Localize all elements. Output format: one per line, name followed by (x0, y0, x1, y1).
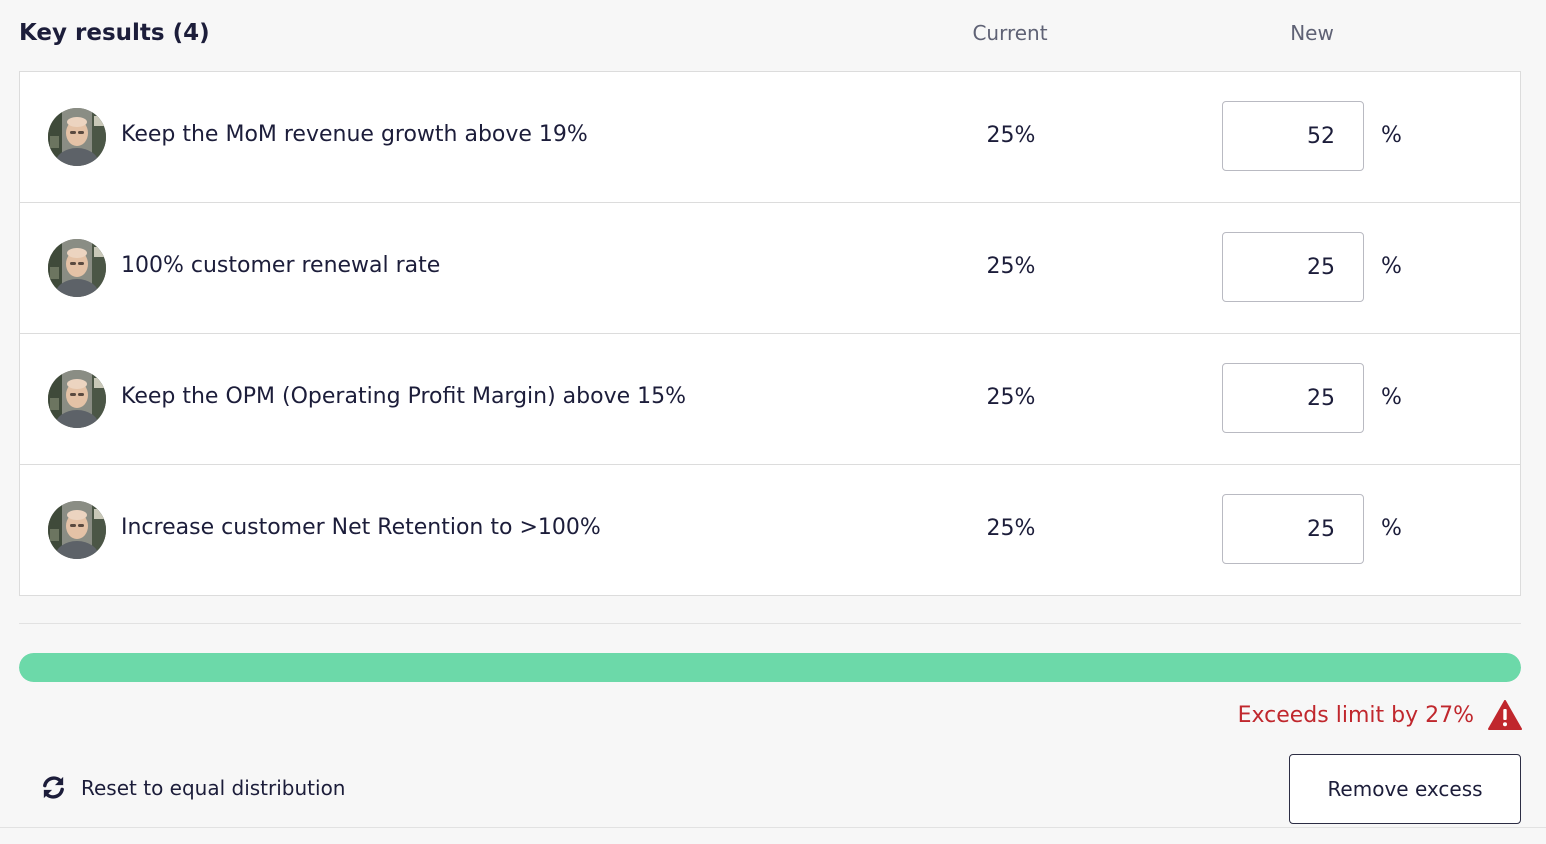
key-result-title: Keep the MoM revenue growth above 19% (121, 122, 588, 147)
progress-fill (19, 653, 1521, 682)
person-photo-icon (48, 370, 106, 428)
current-weight: 25% (986, 385, 1036, 410)
person-photo-icon (48, 108, 106, 166)
key-results-table: Keep the MoM revenue growth above 19% 25… (19, 71, 1521, 596)
key-result-title: 100% customer renewal rate (121, 253, 441, 278)
key-result-row: Increase customer Net Retention to >100%… (20, 465, 1520, 595)
current-weight: 25% (986, 516, 1036, 541)
remove-excess-button[interactable]: Remove excess (1289, 754, 1521, 824)
percent-unit: % (1381, 516, 1402, 541)
column-current-header: Current (972, 21, 1048, 45)
key-result-row: Keep the OPM (Operating Profit Margin) a… (20, 334, 1520, 465)
avatar (48, 501, 106, 559)
current-weight: 25% (986, 123, 1036, 148)
current-weight: 25% (986, 254, 1036, 279)
percent-unit: % (1381, 254, 1402, 279)
person-photo-icon (48, 239, 106, 297)
person-photo-icon (48, 501, 106, 559)
key-result-title: Increase customer Net Retention to >100% (121, 515, 601, 540)
avatar (48, 108, 106, 166)
key-result-title: Keep the OPM (Operating Profit Margin) a… (121, 384, 687, 409)
divider (19, 623, 1521, 624)
table-header: Key results (4) Current New (19, 0, 1521, 71)
refresh-icon (43, 776, 64, 799)
new-weight-input[interactable] (1222, 101, 1364, 171)
reset-label: Reset to equal distribution (81, 775, 346, 800)
percent-unit: % (1381, 385, 1402, 410)
column-new-header: New (1290, 21, 1334, 45)
allocation-progress-bar (19, 653, 1521, 682)
avatar (48, 239, 106, 297)
warning-text: Exceeds limit by 27% (1237, 702, 1474, 728)
percent-unit: % (1381, 123, 1402, 148)
warning-triangle-icon (1488, 700, 1522, 730)
key-results-heading: Key results (4) (19, 20, 210, 46)
exceeds-limit-warning: Exceeds limit by 27% (1238, 700, 1522, 730)
new-weight-input[interactable] (1222, 232, 1364, 302)
bottom-divider (0, 827, 1546, 828)
key-result-row: Keep the MoM revenue growth above 19% 25… (20, 72, 1520, 203)
reset-equal-distribution-button[interactable]: Reset to equal distribution (40, 774, 345, 801)
key-result-row: 100% customer renewal rate 25% % (20, 203, 1520, 334)
new-weight-input[interactable] (1222, 494, 1364, 564)
avatar (48, 370, 106, 428)
new-weight-input[interactable] (1222, 363, 1364, 433)
